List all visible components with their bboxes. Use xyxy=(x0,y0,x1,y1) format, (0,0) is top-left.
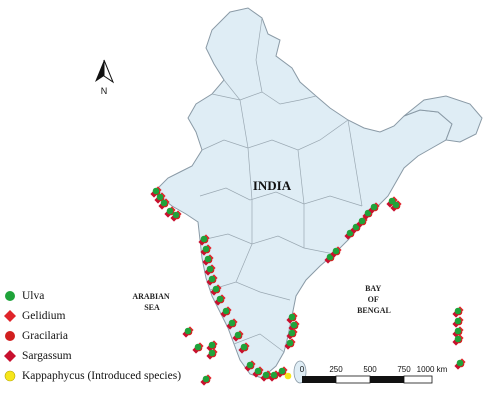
country-label: INDIA xyxy=(253,178,292,193)
red-diamond-icon xyxy=(4,310,16,322)
bay-of-bengal-label: BAY OF BENGAL xyxy=(357,284,391,315)
circle-marker xyxy=(156,193,164,201)
legend-item-ulva: Ulva xyxy=(4,286,181,306)
circle-marker xyxy=(284,372,292,380)
arabian-sea-line-1: ARABIAN xyxy=(132,292,170,301)
circle-marker xyxy=(246,361,254,369)
scale-tick-250: 250 xyxy=(329,365,343,374)
legend-item-kappaphycus: Kappaphycus (Introduced species) xyxy=(4,366,181,386)
circle-marker xyxy=(194,343,202,351)
legend: Ulva Gelidium Gracilaria Sargassum Kappa… xyxy=(4,286,181,386)
circle-marker xyxy=(208,341,216,349)
yellow-circle-icon xyxy=(4,370,16,382)
circle-marker xyxy=(370,203,378,211)
scale-bar: 0 250 500 750 1000 km xyxy=(300,365,448,384)
bengal-line-2: OF xyxy=(368,295,379,304)
seaweed-markers xyxy=(150,186,466,386)
legend-item-gelidium: Gelidium xyxy=(4,306,181,326)
bengal-line-1: BAY xyxy=(365,284,381,293)
circle-marker xyxy=(364,209,372,217)
circle-marker xyxy=(326,253,334,261)
circle-marker xyxy=(358,217,366,225)
circle-marker xyxy=(278,367,286,375)
circle-marker xyxy=(392,201,400,209)
state-borders xyxy=(199,17,363,353)
circle-marker xyxy=(262,371,270,379)
legend-item-gracilaria: Gracilaria xyxy=(4,326,181,346)
legend-label: Ulva xyxy=(22,290,45,302)
circle-marker xyxy=(212,285,220,293)
circle-marker xyxy=(202,245,210,253)
circle-marker xyxy=(160,199,168,207)
circle-marker xyxy=(332,247,340,255)
circle-marker xyxy=(216,295,224,303)
north-arrow-icon: N xyxy=(95,59,115,96)
circle-marker xyxy=(240,343,248,351)
arabian-sea-label: ARABIAN SEA xyxy=(132,292,171,312)
circle-marker xyxy=(172,211,180,219)
dark-red-diamond-icon xyxy=(4,350,16,362)
circle-marker xyxy=(454,327,462,335)
north-label: N xyxy=(101,86,108,96)
circle-marker xyxy=(456,359,464,367)
legend-label: Gracilaria xyxy=(22,330,68,342)
scale-tick-1000: 1000 km xyxy=(417,365,448,374)
bengal-line-3: BENGAL xyxy=(357,306,391,315)
circle-marker xyxy=(152,187,160,195)
circle-marker xyxy=(290,321,298,329)
scale-tick-500: 500 xyxy=(363,365,377,374)
circle-marker xyxy=(200,235,208,243)
legend-label: Kappaphycus (Introduced species) xyxy=(22,370,182,382)
circle-marker xyxy=(454,307,462,315)
circle-marker xyxy=(208,349,216,357)
circle-marker xyxy=(206,265,214,273)
circle-marker xyxy=(288,313,296,321)
green-circle-icon xyxy=(4,290,16,302)
arabian-sea-line-2: SEA xyxy=(144,303,160,312)
circle-marker xyxy=(254,367,262,375)
circle-marker xyxy=(346,229,354,237)
scale-tick-0: 0 xyxy=(300,365,305,374)
circle-marker xyxy=(270,371,278,379)
circle-marker xyxy=(288,329,296,337)
india-landmass xyxy=(155,7,453,379)
circle-marker xyxy=(166,207,174,215)
legend-item-sargassum: Sargassum xyxy=(4,346,181,366)
circle-marker xyxy=(228,319,236,327)
circle-marker xyxy=(222,307,230,315)
northeast-region xyxy=(403,95,483,143)
scale-tick-750: 750 xyxy=(397,365,411,374)
circle-marker xyxy=(388,197,396,205)
circle-marker xyxy=(234,331,242,339)
circle-marker xyxy=(454,335,462,343)
circle-marker xyxy=(202,375,210,383)
circle-marker xyxy=(184,327,192,335)
circle-marker xyxy=(352,223,360,231)
circle-marker xyxy=(208,275,216,283)
legend-label: Gelidium xyxy=(22,310,66,322)
red-circle-icon xyxy=(4,330,16,342)
circle-marker xyxy=(454,317,462,325)
circle-marker xyxy=(204,255,212,263)
legend-label: Sargassum xyxy=(22,350,72,362)
circle-marker xyxy=(286,339,294,347)
